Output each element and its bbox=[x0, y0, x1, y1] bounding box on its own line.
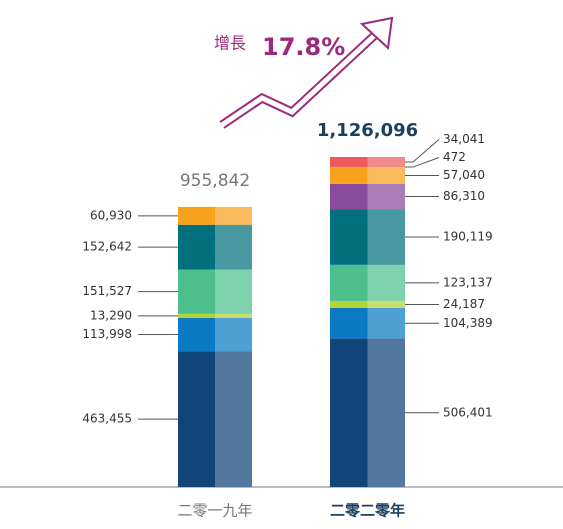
bar-shade bbox=[215, 269, 252, 313]
leader-line bbox=[405, 139, 439, 162]
bar-shade bbox=[368, 209, 406, 265]
bar-shade bbox=[368, 339, 406, 487]
data-label: 24,187 bbox=[443, 297, 485, 311]
bar-shade bbox=[368, 308, 406, 339]
data-label: 151,527 bbox=[82, 284, 132, 298]
data-label: 190,119 bbox=[443, 229, 493, 243]
bar-shade bbox=[368, 167, 406, 184]
bar-shade bbox=[215, 351, 252, 487]
total-label: 955,842 bbox=[180, 171, 250, 191]
data-label: 152,642 bbox=[82, 240, 132, 254]
data-label: 86,310 bbox=[443, 189, 485, 203]
x-tick-label: 二零二零年 bbox=[330, 502, 405, 520]
annotation: 增長 bbox=[214, 34, 246, 53]
x-tick-label: 二零一九年 bbox=[177, 502, 252, 520]
data-label: 57,040 bbox=[443, 168, 485, 182]
data-label: 463,455 bbox=[82, 412, 132, 426]
data-label: 113,998 bbox=[82, 327, 132, 341]
data-label: 13,290 bbox=[90, 308, 132, 322]
bar-shade bbox=[368, 157, 406, 167]
data-label: 34,041 bbox=[443, 132, 485, 146]
data-label: 123,137 bbox=[443, 275, 493, 289]
bar-shade bbox=[368, 184, 406, 209]
total-label: 1,126,096 bbox=[317, 120, 418, 141]
bar-shade bbox=[215, 225, 252, 270]
data-label: 60,930 bbox=[90, 208, 132, 222]
bar-shade bbox=[215, 318, 252, 351]
data-label: 104,389 bbox=[443, 316, 493, 330]
data-label: 506,401 bbox=[443, 405, 493, 419]
growth-label: 17.8% bbox=[262, 33, 345, 61]
bar-shade bbox=[368, 265, 406, 301]
data-label: 472 bbox=[443, 150, 466, 164]
bar-shade bbox=[215, 314, 252, 318]
bar-shade bbox=[368, 301, 406, 308]
bar-shade bbox=[215, 207, 252, 225]
